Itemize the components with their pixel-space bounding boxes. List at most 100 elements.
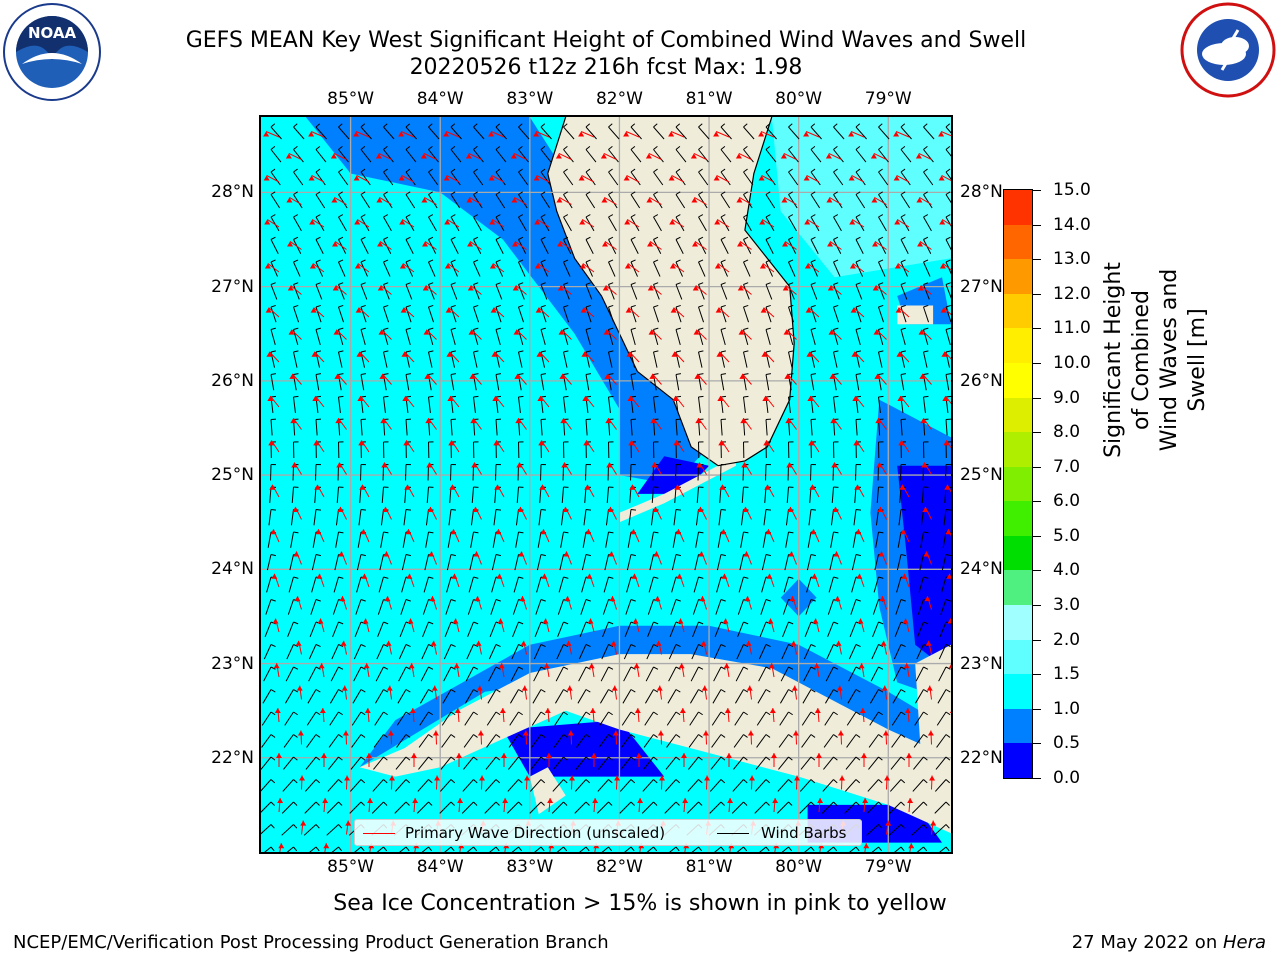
wave-arrow-head xyxy=(309,263,316,269)
wind-barb xyxy=(788,261,796,277)
wind-barb-flag xyxy=(810,711,816,716)
wind-barb-flag xyxy=(585,350,591,353)
wave-arrow xyxy=(715,131,730,138)
wind-barb-flag xyxy=(900,644,906,648)
colorbar-tick-mark xyxy=(1033,708,1041,710)
wave-arrow xyxy=(675,440,685,453)
wind-barb xyxy=(919,554,924,571)
wind-barb-flag xyxy=(405,711,411,716)
wind-barb-flag xyxy=(608,373,614,375)
wind-barb xyxy=(293,216,302,232)
wind-barb xyxy=(529,801,542,814)
wind-barb xyxy=(779,711,789,726)
wave-arrow xyxy=(518,462,527,475)
wind-barb-flag xyxy=(270,509,277,511)
wind-barb xyxy=(518,306,525,323)
wind-barb xyxy=(418,734,429,748)
wave-arrow-head xyxy=(786,462,793,468)
wind-barb-flag xyxy=(473,236,479,240)
wind-barb xyxy=(630,149,642,163)
wind-barb xyxy=(558,576,564,593)
wave-arrow xyxy=(761,175,775,183)
wind-barb xyxy=(585,374,590,391)
wave-arrow xyxy=(718,307,730,318)
wind-barb-flag xyxy=(833,689,839,693)
wind-barb xyxy=(380,509,384,526)
wave-arrow xyxy=(696,329,707,340)
wave-arrow xyxy=(649,197,662,205)
wave-arrow xyxy=(806,175,820,183)
wind-barb-flag xyxy=(495,509,502,511)
wave-arrow xyxy=(694,241,707,250)
wind-barb xyxy=(765,306,772,323)
wave-arrow-head xyxy=(309,219,316,225)
wave-arrow xyxy=(469,241,482,250)
wind-barb-flag xyxy=(473,214,479,218)
wave-arrow xyxy=(765,440,775,453)
wave-arrow-head xyxy=(267,396,274,402)
wind-barb-flag xyxy=(675,509,682,511)
wind-barb xyxy=(466,846,474,852)
wind-barb-flag xyxy=(833,236,839,240)
wind-barb xyxy=(561,486,564,503)
wind-barb-flag xyxy=(383,801,388,806)
wind-barb-flag xyxy=(608,191,613,195)
wind-barb-flag xyxy=(293,373,299,375)
wave-arrow-head xyxy=(669,219,676,225)
wind-barb xyxy=(822,779,834,792)
wind-barb xyxy=(878,351,883,368)
wave-arrow-head xyxy=(295,640,302,646)
wind-barb xyxy=(855,126,867,140)
wind-barb xyxy=(923,126,935,140)
wind-barb-flag xyxy=(315,509,322,511)
wind-barb xyxy=(823,734,834,748)
wind-barb-flag xyxy=(450,666,456,670)
wave-arrow-head xyxy=(612,730,619,736)
wave-arrow-head xyxy=(949,711,951,714)
wind-barb xyxy=(626,554,632,571)
wind-barb xyxy=(720,239,729,254)
wave-arrow-head xyxy=(378,329,385,335)
wave-arrow-head xyxy=(569,775,576,781)
wind-barb xyxy=(891,711,902,726)
wave-arrow-head xyxy=(702,730,709,736)
wind-barb-flag xyxy=(270,554,276,557)
wind-barb xyxy=(855,306,862,323)
wind-barb-flag xyxy=(608,304,614,308)
wave-arrow-head xyxy=(423,329,430,335)
wave-arrow xyxy=(563,462,572,475)
wave-arrow xyxy=(356,175,370,183)
wind-barb xyxy=(810,329,816,346)
wind-barb-flag xyxy=(878,373,884,375)
wind-barb xyxy=(281,824,294,836)
wind-barb xyxy=(360,306,367,323)
wind-barb xyxy=(405,374,410,391)
wind-barb xyxy=(900,194,911,209)
wave-arrow xyxy=(380,285,392,295)
wave-arrow-head xyxy=(533,131,540,137)
wind-barb xyxy=(560,509,564,526)
wind-barb-flag xyxy=(743,756,748,761)
wind-barb-flag xyxy=(788,123,793,128)
wind-barb xyxy=(824,689,834,704)
wind-barb-flag xyxy=(698,711,703,716)
wave-arrow xyxy=(671,175,685,183)
wind-barb xyxy=(484,779,497,792)
wind-barb-flag xyxy=(765,350,771,353)
wind-barb xyxy=(518,126,530,140)
map-legend: Primary Wave Direction (unscaled) Wind B… xyxy=(354,819,862,846)
wind-barb-flag xyxy=(540,145,546,150)
wind-barb xyxy=(518,284,525,300)
wind-barb-flag xyxy=(765,214,771,218)
wind-barb-flag xyxy=(428,350,434,353)
wind-barb xyxy=(315,194,326,209)
wind-barb xyxy=(810,374,815,391)
wind-barb-flag xyxy=(653,236,659,240)
wind-barb-flag xyxy=(563,327,569,330)
wave-arrow xyxy=(920,285,932,295)
wind-barb-flag xyxy=(563,734,568,738)
wave-arrow-head xyxy=(412,798,419,804)
wind-barb xyxy=(349,801,362,814)
colorbar-tick-mark xyxy=(1033,605,1041,607)
wind-barb-flag xyxy=(540,123,546,128)
